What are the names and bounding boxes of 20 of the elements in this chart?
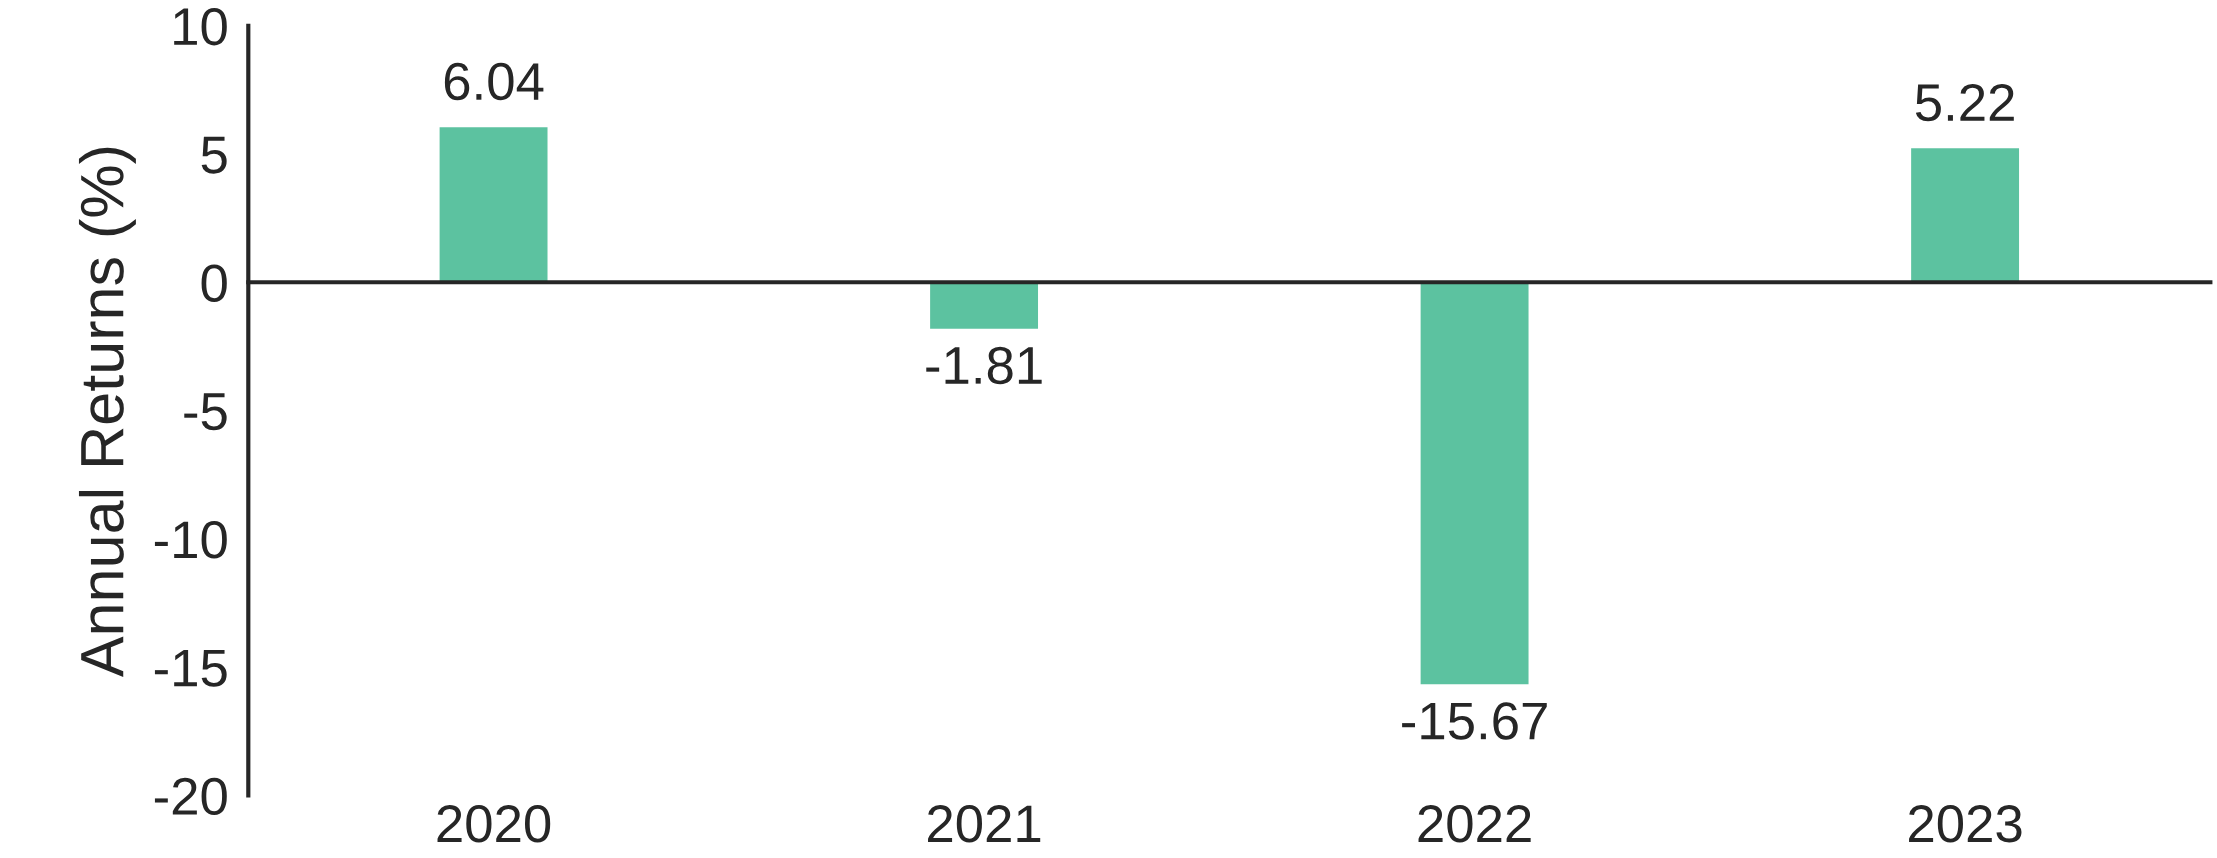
data-label: -15.67 — [1402, 702, 1547, 740]
x-tick-label: 2023 — [1909, 805, 2022, 843]
data-label: 5.22 — [1915, 83, 2014, 122]
y-tick-label: -10 — [154, 521, 227, 559]
bar — [930, 282, 1039, 329]
y-tick-label: -5 — [184, 393, 227, 431]
data-label: 6.04 — [444, 62, 544, 101]
y-tick-label: 10 — [174, 8, 227, 46]
bar — [1420, 282, 1529, 685]
bar — [1911, 148, 2020, 283]
y-axis-title: Annual Returns (%) — [78, 147, 136, 678]
x-tick-label: 2020 — [437, 805, 551, 843]
x-tick-label: 2022 — [1418, 805, 1531, 843]
y-tick-label: 5 — [201, 136, 227, 174]
bar — [439, 127, 548, 283]
y-tick-label: -15 — [154, 649, 227, 687]
y-tick-label: 0 — [201, 264, 227, 302]
data-label: -1.81 — [926, 346, 1042, 385]
y-tick-label: -20 — [154, 777, 227, 816]
x-tick-label: 2021 — [928, 805, 1041, 843]
